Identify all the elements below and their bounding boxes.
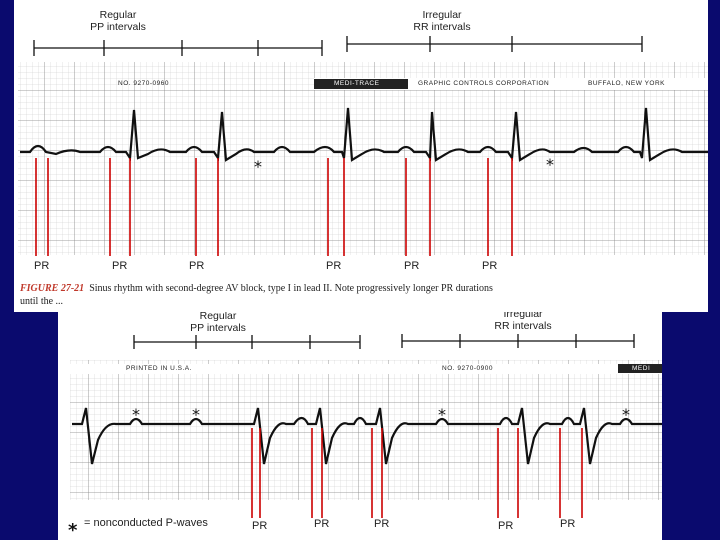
pr-label: PR bbox=[374, 518, 390, 530]
legend-star: * bbox=[68, 520, 78, 540]
pr-label: PR bbox=[252, 520, 268, 532]
pr-markers-bottom bbox=[251, 428, 583, 518]
ecg-strip-top-drawing: * * bbox=[18, 36, 708, 256]
brand-company: GRAPHIC CONTROLS CORPORATION bbox=[418, 80, 550, 87]
regular-pp-header: Regular PP intervals bbox=[90, 9, 146, 33]
nonconducted-p-star: * bbox=[438, 405, 446, 424]
rr-interval-arrows bbox=[346, 36, 643, 52]
regular-pp-header-label: Regular PP intervals bbox=[190, 312, 246, 334]
pr-label: PR bbox=[189, 260, 205, 272]
pr-label: PR bbox=[314, 518, 330, 530]
pr-label: PR bbox=[560, 518, 576, 530]
irregular-rr-header: Irregular RR intervals bbox=[413, 9, 471, 33]
caption-line-2: until the ... bbox=[20, 296, 64, 307]
figure-label: FIGURE 27-21 bbox=[20, 283, 85, 294]
brand-logo: MEDI bbox=[632, 365, 651, 372]
ecg-trace-bottom bbox=[72, 407, 662, 465]
printed-in-usa: PRINTED IN U.S.A. bbox=[126, 365, 192, 372]
nonconducted-p-star: * bbox=[622, 405, 630, 424]
paper-number: NO. 9270-0900 bbox=[442, 365, 493, 372]
pp-interval-arrows bbox=[33, 40, 323, 56]
pr-markers-top bbox=[35, 158, 513, 256]
pr-label: PR bbox=[34, 260, 50, 272]
brand-city: BUFFALO, NEW YORK bbox=[588, 80, 666, 87]
pr-label: PR bbox=[498, 520, 514, 532]
ecg-strip-bottom: * * * * * Regular PP intervals Irregular R… bbox=[58, 312, 662, 540]
paper-number: NO. 9270-0960 bbox=[118, 80, 169, 87]
ecg-strip-bottom-drawing: * * * * * bbox=[68, 334, 662, 540]
ecg-trace-top bbox=[20, 107, 708, 162]
nonconducted-p-star: * bbox=[254, 157, 262, 176]
nonconducted-p-star: * bbox=[192, 405, 200, 424]
nonconducted-p-star: * bbox=[132, 405, 140, 424]
irregular-rr-header-label: Irregular RR intervals bbox=[494, 312, 552, 332]
pr-label: PR bbox=[326, 260, 342, 272]
pr-label: PR bbox=[482, 260, 498, 272]
figure-caption: FIGURE 27-21 Sinus rhythm with second-de… bbox=[20, 283, 493, 294]
pr-label: PR bbox=[112, 260, 128, 272]
nonconducted-p-star: * bbox=[546, 155, 554, 174]
pp-interval-arrows bbox=[133, 335, 361, 349]
pr-label: PR bbox=[404, 260, 420, 272]
caption-text: Sinus rhythm with second-degree AV block… bbox=[89, 283, 493, 294]
ecg-strip-top: * * Regular PP intervals Irregular RR inte… bbox=[14, 0, 708, 312]
brand-logo: MEDI-TRACE bbox=[334, 80, 380, 87]
rr-interval-arrows bbox=[401, 334, 635, 348]
legend-text: = nonconducted P-waves bbox=[84, 517, 208, 529]
